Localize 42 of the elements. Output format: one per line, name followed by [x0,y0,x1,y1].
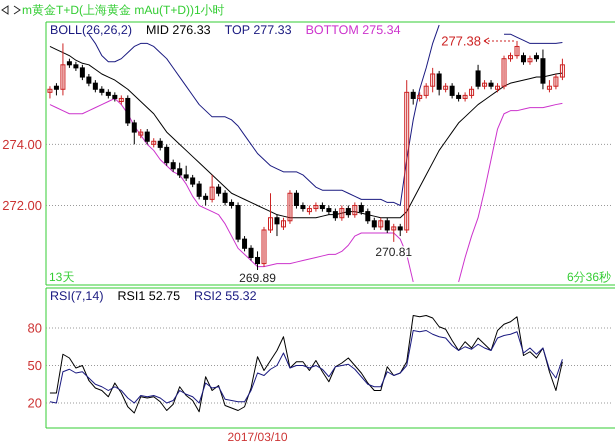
candlestick [488,80,494,90]
y-tick-label: 272.00 [2,198,42,214]
text: RSI1 52.75 [118,289,180,303]
candlestick [398,223,403,237]
candlestick [339,204,344,222]
text: TOP 277.33 [224,23,292,37]
candlestick [352,202,358,218]
candlestick [443,82,448,93]
chart-title: m黄金T+D(上海黄金 mAu(T+D))1小时 [22,3,225,17]
text: BOTTOM 275.34 [306,23,401,37]
candlestick [138,128,144,139]
y-tick-label: 274.00 [2,136,42,152]
legend-title: RSI(7,14) [50,289,104,303]
text: RSI2 55.32 [194,289,257,303]
line-series [49,315,563,414]
candlestick [378,217,384,230]
candlestick [520,52,526,66]
candlestick [482,80,488,90]
candlestick [151,138,156,148]
candlestick [527,55,532,66]
candlestick [54,82,59,96]
text: 6分36秒 [566,270,611,284]
candlestick [144,128,150,145]
candlestick [210,174,215,203]
candlestick [391,223,396,242]
line-series [49,330,563,404]
annotation: 13天 [49,270,74,284]
y-tick-label: 80 [28,320,42,336]
candlestick [436,70,442,96]
candlestick [410,88,416,106]
annotation: 269.89 [239,271,276,285]
annotation: 277.38 [441,34,481,49]
candlestick [60,42,66,96]
candlestick [404,80,410,234]
y-tick-label: 20 [28,396,42,411]
candlestick [47,86,52,99]
candlestick [476,64,481,90]
text: MID 276.33 [146,23,211,37]
y-tick-label: 50 [28,358,42,374]
candlestick [118,94,124,106]
x-tick-label: 2017/03/10 [227,430,288,444]
legend-title: BOLL(26,26,2) [50,23,132,37]
